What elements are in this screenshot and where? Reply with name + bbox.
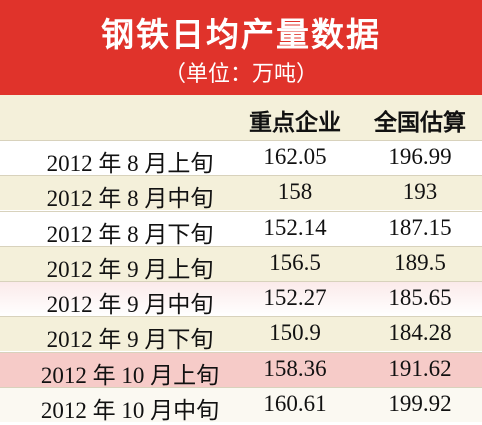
period-cell: 2012 年 9 月下旬 <box>46 327 214 353</box>
period-cell: 2012 年 8 月上旬 <box>46 151 214 176</box>
table-row: 2012 年 10 月上旬 158.36 191.62 <box>0 351 482 388</box>
period-cell: 2012 年 10 月中旬 <box>40 397 220 423</box>
period-cell: 2012 年 9 月上旬 <box>46 256 214 282</box>
period-cell: 2012 年 8 月中旬 <box>46 186 214 212</box>
value-cell: 196.99 <box>388 144 452 169</box>
value-cell: 185.65 <box>388 285 452 310</box>
table-row: 2012 年 9 月上旬 156.5 189.5 <box>0 245 482 282</box>
value-cell: 158 <box>277 179 313 205</box>
value-cell: 152.27 <box>263 285 327 310</box>
value-cell: 199.92 <box>388 390 452 416</box>
table-row: 2012 年 9 月中旬 152.27 185.65 <box>0 281 482 317</box>
table-row: 2012 年 9 月下旬 150.9 184.28 <box>0 316 482 353</box>
table-row: 2012 年 8 月上旬 162.05 196.99 <box>0 140 482 176</box>
value-cell: 162.05 <box>263 144 327 169</box>
value-cell: 184.28 <box>388 320 452 346</box>
title: 钢铁日均产量数据 <box>101 15 381 54</box>
value-cell: 187.15 <box>388 214 452 240</box>
header: 钢铁日均产量数据 （单位：万吨） <box>0 0 482 95</box>
value-cell: 193 <box>402 179 438 205</box>
value-cell: 189.5 <box>394 249 446 275</box>
value-cell: 160.61 <box>263 390 327 416</box>
column-header: 重点企业 <box>249 110 341 136</box>
value-cell: 158.36 <box>263 355 327 381</box>
table-row: 2012 年 8 月下旬 152.14 187.15 <box>0 210 482 247</box>
period-cell: 2012 年 8 月下旬 <box>46 221 214 247</box>
unit-note: （单位：万吨） <box>163 61 318 86</box>
table-row: 2012 年 8 月中旬 158 193 <box>0 175 482 212</box>
period-cell: 2012 年 9 月中旬 <box>46 292 214 317</box>
value-cell: 191.62 <box>388 355 452 381</box>
value-cell: 152.14 <box>263 214 327 240</box>
value-cell: 150.9 <box>269 320 321 346</box>
column-header-row: 重点企业 全国估算 <box>0 95 482 140</box>
value-cell: 156.5 <box>269 249 321 275</box>
table-row: 2012 年 10 月中旬 160.61 199.92 <box>0 386 482 423</box>
column-header: 全国估算 <box>374 110 466 136</box>
period-cell: 2012 年 10 月上旬 <box>40 362 220 388</box>
